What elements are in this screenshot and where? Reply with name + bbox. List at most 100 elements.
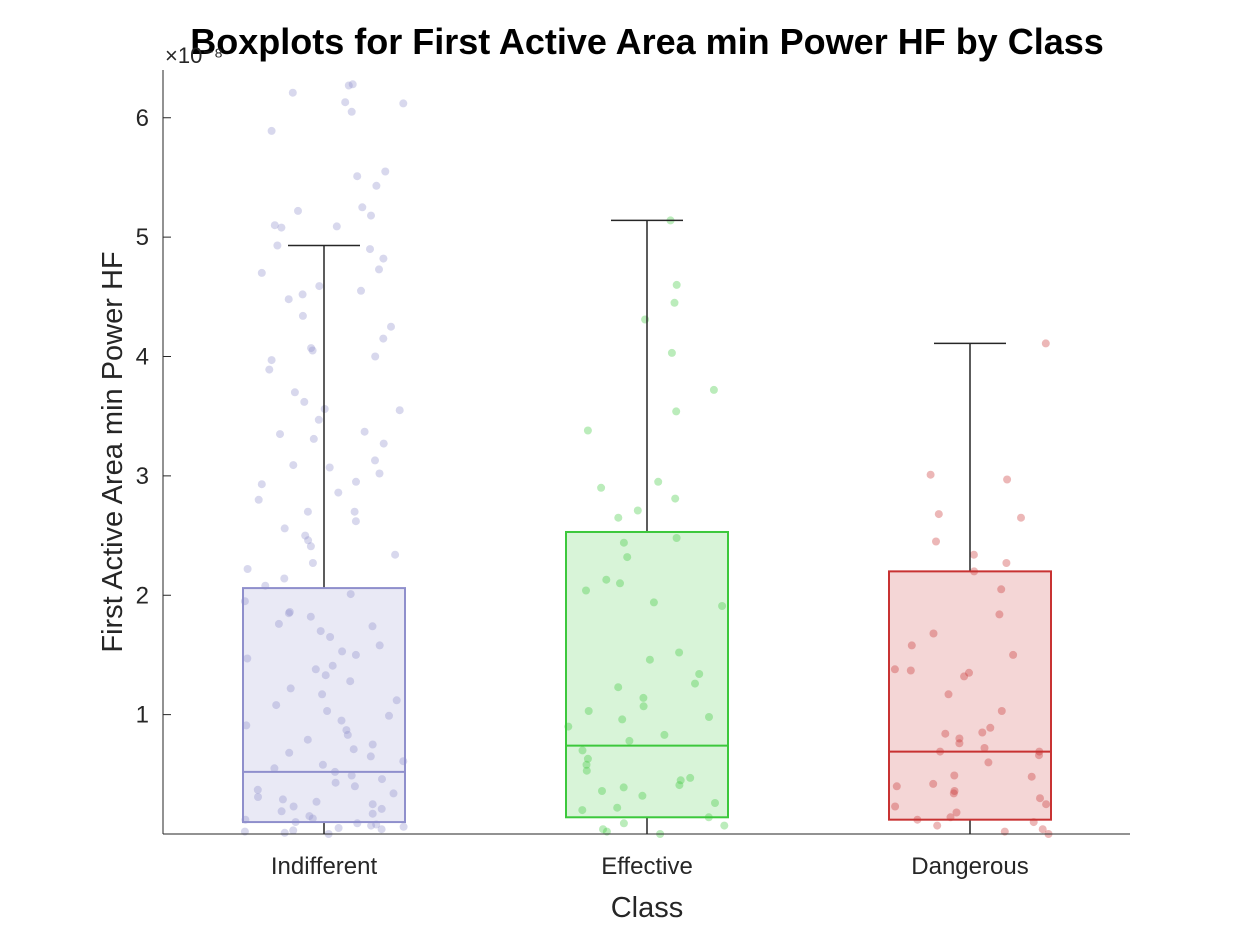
data-point <box>366 245 374 254</box>
data-point <box>308 346 317 355</box>
data-point <box>638 791 647 800</box>
data-point <box>371 352 380 361</box>
data-point <box>358 203 367 212</box>
data-point <box>639 702 648 711</box>
data-point <box>303 735 312 744</box>
data-point <box>892 782 901 791</box>
data-point <box>349 745 358 754</box>
data-point <box>334 488 343 497</box>
data-point <box>614 683 623 692</box>
data-point <box>304 536 313 545</box>
box-effective <box>565 219 729 834</box>
data-point <box>995 610 1004 619</box>
data-point <box>285 748 294 757</box>
data-point <box>616 579 624 588</box>
data-point <box>289 802 298 811</box>
data-point <box>675 781 684 790</box>
data-point <box>929 779 938 788</box>
data-point <box>375 265 383 274</box>
data-point <box>377 825 386 834</box>
data-point <box>318 690 327 699</box>
data-point <box>326 633 335 641</box>
data-point <box>584 707 593 715</box>
data-point <box>929 629 938 638</box>
data-point <box>623 553 632 562</box>
data-point <box>242 721 251 730</box>
axes: 1 2 3 4 5 6 Indifferent Effective Dangerous <box>136 70 1130 880</box>
data-point <box>1041 339 1050 348</box>
data-point <box>686 773 695 782</box>
data-point <box>314 415 323 424</box>
data-point <box>891 802 900 811</box>
y-axis-exponent: ×10⁻⁸ <box>165 43 223 68</box>
data-point <box>277 223 286 232</box>
data-point <box>300 397 309 406</box>
data-point <box>298 290 307 299</box>
data-point <box>1035 751 1043 760</box>
data-point <box>705 713 713 721</box>
x-tick-label-indifferent: Indifferent <box>271 853 378 880</box>
data-point <box>294 206 302 215</box>
data-point <box>984 758 993 767</box>
iqr-box <box>565 530 729 819</box>
data-point <box>368 622 377 631</box>
data-point <box>906 666 915 675</box>
data-point <box>978 728 987 737</box>
data-point <box>907 641 916 650</box>
data-point <box>350 782 359 791</box>
data-point <box>950 771 959 780</box>
data-point <box>328 661 337 670</box>
data-point <box>254 495 263 504</box>
data-point <box>285 608 294 616</box>
data-point <box>346 677 355 686</box>
data-point <box>385 711 393 720</box>
data-point <box>270 764 279 773</box>
y-tick-label: 3 <box>136 463 149 490</box>
data-point <box>318 760 327 769</box>
data-point <box>654 477 663 486</box>
data-point <box>660 730 669 739</box>
data-point <box>675 648 684 657</box>
data-point <box>243 565 252 573</box>
data-point <box>670 298 679 307</box>
data-point <box>633 506 642 515</box>
data-point <box>672 280 681 289</box>
data-point <box>950 787 959 795</box>
data-point <box>343 730 352 739</box>
data-point <box>289 826 298 835</box>
iqr-box <box>242 587 406 824</box>
data-point <box>944 690 953 699</box>
data-point <box>578 806 587 815</box>
data-point <box>278 795 287 804</box>
data-point <box>676 776 685 785</box>
data-point <box>332 222 341 231</box>
data-point <box>1002 559 1011 567</box>
data-point <box>375 469 384 478</box>
data-point <box>1036 794 1044 803</box>
data-point <box>933 821 942 830</box>
data-point <box>691 679 699 688</box>
data-point <box>379 439 388 448</box>
data-point <box>272 701 281 710</box>
data-point <box>303 507 312 516</box>
data-point <box>602 575 611 584</box>
data-point <box>368 800 377 809</box>
data-point <box>980 744 989 752</box>
data-point <box>254 793 262 801</box>
data-point <box>315 282 324 291</box>
data-point <box>353 172 362 181</box>
data-point <box>284 609 293 618</box>
data-point <box>619 819 628 828</box>
box-dangerous <box>888 342 1052 834</box>
data-point <box>949 789 958 798</box>
data-point <box>613 803 622 812</box>
boxes <box>242 219 1052 834</box>
data-point <box>321 671 330 680</box>
data-point <box>342 726 351 735</box>
data-point <box>347 771 356 780</box>
data-point <box>932 537 940 546</box>
data-point <box>381 167 390 176</box>
y-tick-label: 4 <box>136 344 149 371</box>
data-point <box>323 707 332 715</box>
